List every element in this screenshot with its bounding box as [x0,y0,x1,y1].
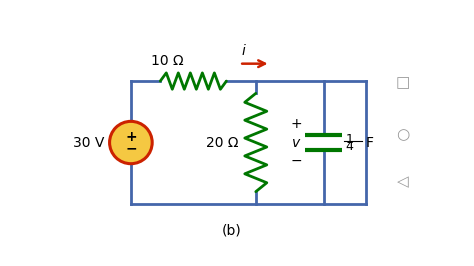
Ellipse shape [109,121,152,164]
Text: i: i [241,44,245,58]
Text: ◁: ◁ [397,174,409,189]
Text: □: □ [395,76,410,91]
Text: F: F [366,135,374,149]
Text: 30 V: 30 V [73,135,104,149]
Text: −: − [291,154,302,168]
Text: 1: 1 [346,133,354,146]
Text: +: + [291,117,302,131]
Text: v: v [292,135,301,149]
Text: +: + [125,130,137,144]
Text: 4: 4 [346,140,354,153]
Text: 10 Ω: 10 Ω [151,53,184,68]
Text: (b): (b) [222,224,242,238]
Text: 20 Ω: 20 Ω [207,135,239,149]
Text: −: − [125,141,137,155]
Text: ○: ○ [396,127,410,142]
